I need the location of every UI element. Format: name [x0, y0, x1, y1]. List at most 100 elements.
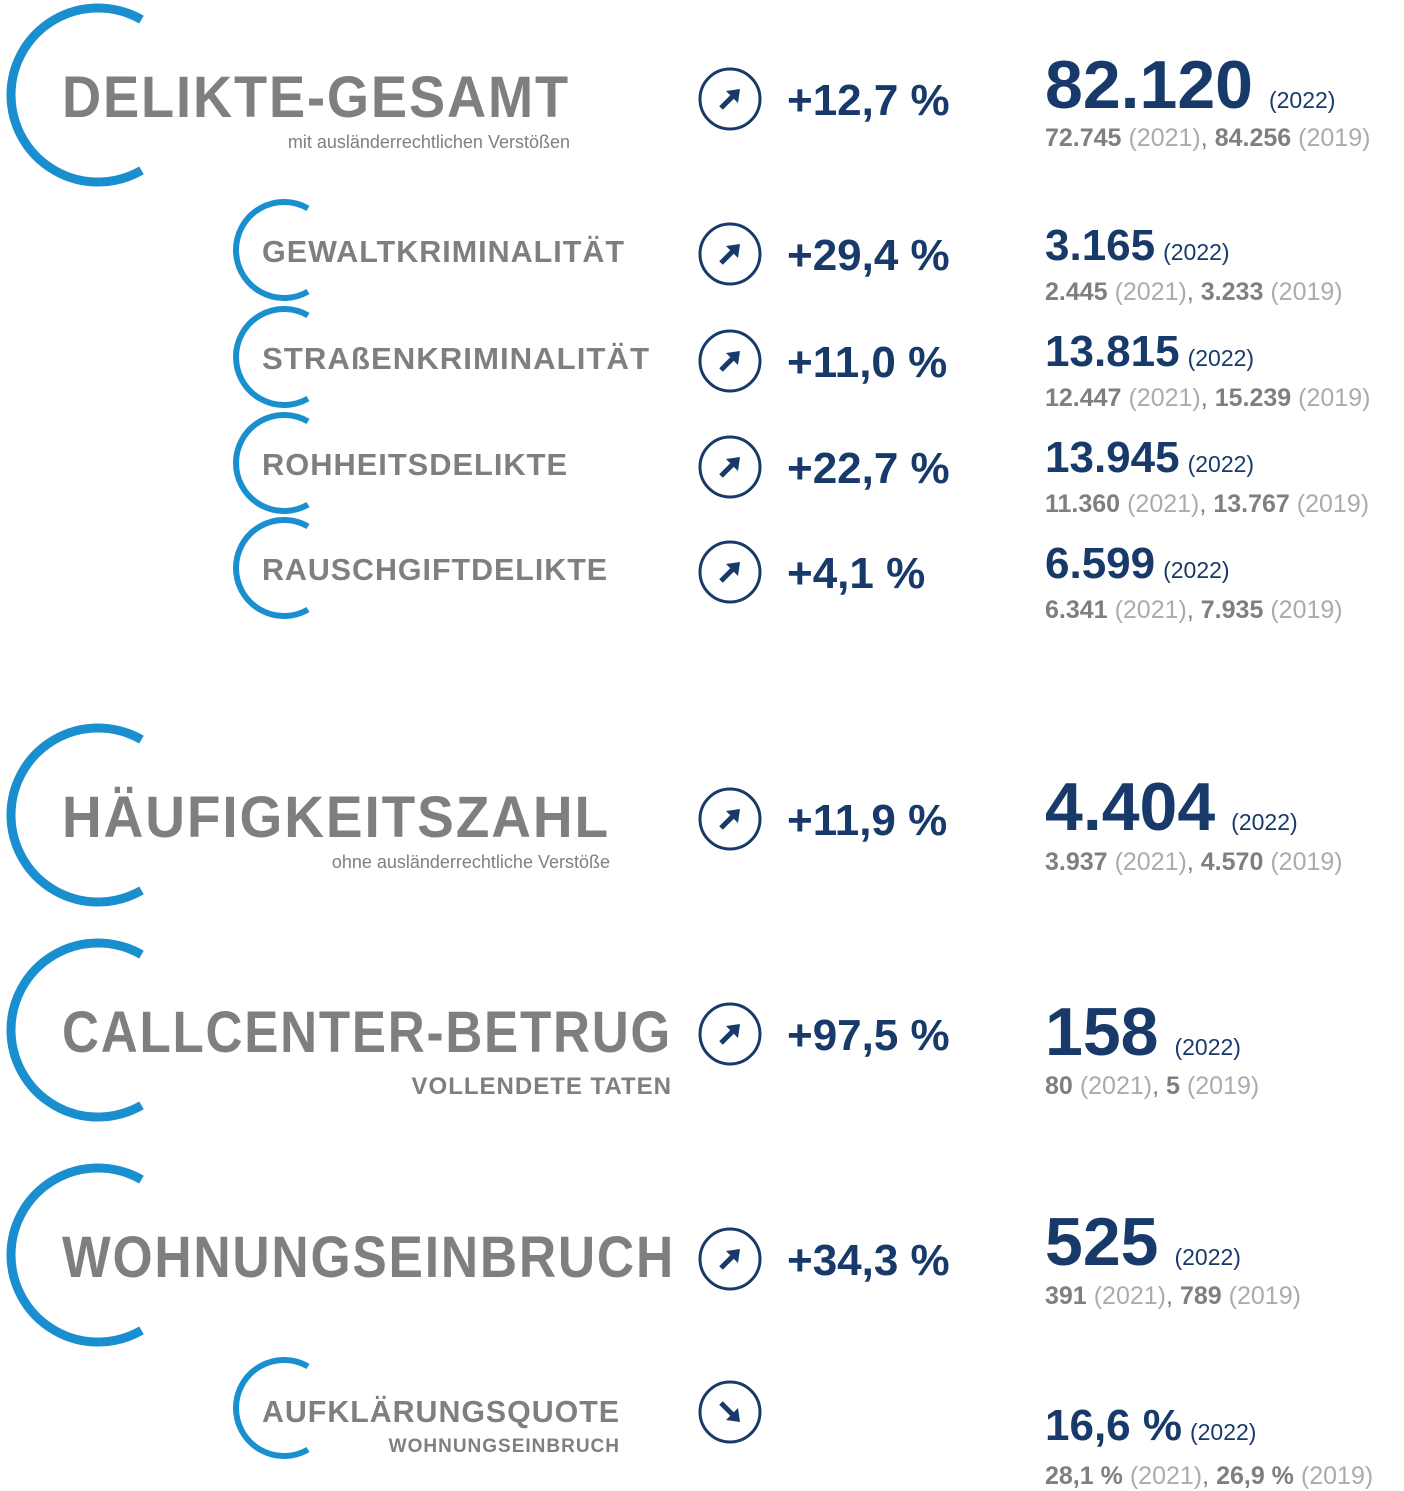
label: WOHNUNGSEINBRUCH	[62, 1225, 675, 1290]
ring	[6, 723, 144, 907]
value-year: (2022)	[1190, 1419, 1256, 1445]
previous-value: 3.233	[1201, 278, 1264, 306]
trend-head	[726, 809, 740, 823]
trend-shaft	[719, 1029, 735, 1045]
trend-circle	[698, 222, 762, 286]
value-year: (2022)	[1163, 557, 1229, 583]
trend-head	[726, 89, 740, 103]
ring	[233, 1357, 310, 1459]
value: 6.599	[1045, 539, 1155, 588]
previous-value: 26,9 %	[1216, 1462, 1294, 1490]
ring	[233, 306, 310, 408]
subtitle: WOHNUNGSEINBRUCH	[389, 1436, 620, 1457]
change: +4,1 %	[787, 549, 925, 598]
value-year: (2022)	[1269, 87, 1335, 113]
ring	[233, 199, 310, 301]
trend-circle	[698, 67, 762, 131]
subtitle: ohne ausländerrechtliche Verstöße	[332, 852, 610, 872]
trend-icon	[698, 1002, 762, 1066]
trend-circle	[698, 787, 762, 851]
trend-shaft	[719, 1401, 735, 1417]
stat-row: WOHNUNGSEINBRUCH +34,3 % 525 (2022) 391 (2021…	[6, 1163, 1301, 1347]
trend-icon	[698, 1380, 762, 1444]
label: ROHHEITSDELIKTE	[262, 447, 568, 482]
previous-year: (2019)	[1301, 1462, 1373, 1490]
previous-year: (2021)	[1115, 848, 1187, 876]
previous-line: 6.341 (2021), 7.935 (2019)	[1045, 596, 1343, 624]
trend-shaft	[719, 567, 735, 583]
previous-year: (2019)	[1298, 384, 1370, 412]
trend-circle	[698, 1380, 762, 1444]
trend-circle	[698, 329, 762, 393]
trend-shaft	[719, 356, 735, 372]
previous-year: (2021)	[1080, 1072, 1152, 1100]
previous-year: (2019)	[1270, 278, 1342, 306]
label: GEWALTKRIMINALITÄT	[262, 234, 625, 269]
label: DELIKTE-GESAMT	[62, 65, 570, 130]
previous-year: (2019)	[1270, 596, 1342, 624]
stat-row: CALLCENTER-BETRUG VOLLENDETE TATEN +97,5 %…	[6, 938, 1259, 1122]
value-year: (2022)	[1174, 1034, 1240, 1060]
previous-value: 11.360	[1045, 490, 1120, 518]
value: 525	[1045, 1204, 1158, 1280]
change: +11,9 %	[787, 796, 947, 845]
previous-year: (2019)	[1270, 848, 1342, 876]
trend-shaft	[719, 249, 735, 265]
value: 4.404	[1045, 769, 1215, 845]
stat-row: STRAßENKRIMINALITÄT +11,0 % 13.815 (2022) 12…	[233, 306, 1370, 412]
previous-value: 12.447	[1045, 384, 1121, 412]
separator: ,	[1202, 1462, 1209, 1490]
value-line: 16,6 % (2022)	[1045, 1401, 1256, 1450]
value: 16,6 %	[1045, 1401, 1182, 1450]
stat-row: AUFKLÄRUNGSQUOTE WOHNUNGSEINBRUCH 16,6 % (2…	[233, 1357, 1373, 1490]
value-year: (2022)	[1188, 451, 1254, 477]
value-line: 4.404 (2022)	[1045, 769, 1298, 845]
separator: ,	[1201, 124, 1208, 152]
trend-shaft	[719, 94, 735, 110]
previous-year: (2021)	[1128, 384, 1200, 412]
value: 13.815	[1045, 327, 1180, 376]
previous-value: 4.570	[1201, 848, 1264, 876]
previous-line: 391 (2021), 789 (2019)	[1045, 1282, 1301, 1310]
trend-circle	[698, 1002, 762, 1066]
trend-shaft	[719, 814, 735, 830]
trend-head	[726, 1249, 740, 1263]
trend-icon	[698, 67, 762, 131]
value: 3.165	[1045, 221, 1155, 270]
trend-circle	[698, 435, 762, 499]
label: RAUSCHGIFTDELIKTE	[262, 552, 608, 587]
change: +12,7 %	[787, 76, 950, 125]
previous-line: 11.360 (2021), 13.767 (2019)	[1045, 490, 1369, 518]
previous-year: (2021)	[1094, 1282, 1166, 1310]
separator: ,	[1201, 384, 1208, 412]
ring	[6, 1163, 144, 1347]
subtitle: VOLLENDETE TATEN	[412, 1073, 672, 1100]
previous-year: (2019)	[1297, 490, 1369, 518]
previous-line: 12.447 (2021), 15.239 (2019)	[1045, 384, 1370, 412]
previous-value: 3.937	[1045, 848, 1108, 876]
previous-value: 5	[1166, 1072, 1180, 1100]
trend-icon	[698, 222, 762, 286]
previous-value: 2.445	[1045, 278, 1108, 306]
value-line: 6.599 (2022)	[1045, 539, 1230, 588]
trend-head	[726, 457, 740, 471]
trend-head	[726, 562, 740, 576]
previous-value: 7.935	[1201, 596, 1264, 624]
previous-value: 13.767	[1213, 490, 1289, 518]
ring	[6, 938, 144, 1122]
subtitle: mit ausländerrechtlichen Verstößen	[288, 132, 570, 152]
trend-head	[726, 351, 740, 365]
value: 82.120	[1045, 47, 1253, 123]
value-line: 525 (2022)	[1045, 1204, 1241, 1280]
previous-year: (2019)	[1229, 1282, 1301, 1310]
trend-circle	[698, 540, 762, 604]
previous-line: 28,1 % (2021), 26,9 % (2019)	[1045, 1462, 1373, 1490]
trend-icon	[698, 1227, 762, 1291]
previous-line: 80 (2021), 5 (2019)	[1045, 1072, 1259, 1100]
previous-year: (2021)	[1130, 1462, 1202, 1490]
change: +11,0 %	[787, 338, 947, 387]
separator: ,	[1152, 1072, 1159, 1100]
trend-icon	[698, 435, 762, 499]
